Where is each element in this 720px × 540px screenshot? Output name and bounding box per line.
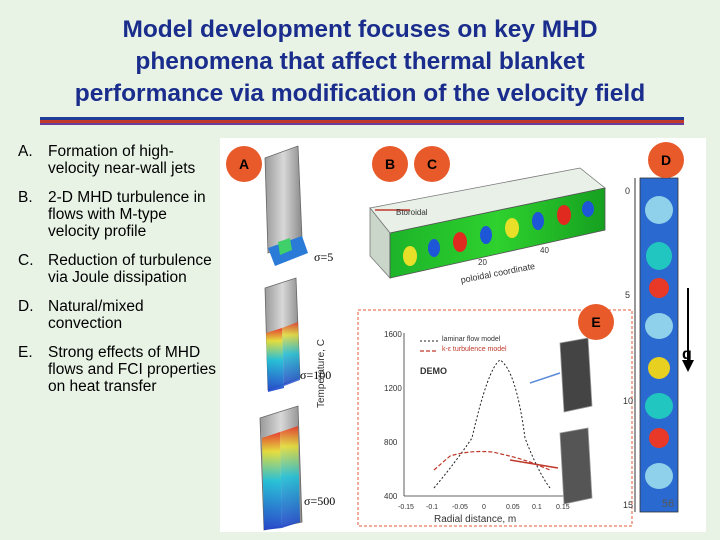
panel-e-plot	[357, 309, 633, 527]
list-letter: B.	[18, 189, 33, 206]
list-text: Strong effects of MHD flows and FCI prop…	[48, 344, 216, 395]
duct-top	[264, 145, 303, 254]
duct-mid-jet	[266, 328, 284, 392]
title-line-2: phenomena that affect thermal blanket	[135, 48, 585, 75]
panel-bc-turbulence	[369, 167, 606, 280]
duct-top-jet-hi	[278, 238, 292, 255]
mhd-figure: A B C D E g σ=5 σ=100 σ=500 Btoroidal po…	[220, 138, 706, 532]
label-d: D	[660, 152, 672, 168]
list-letter: E.	[18, 344, 33, 361]
vortex	[403, 246, 417, 266]
d-tick-15: 15	[623, 500, 634, 510]
panel-d-convection	[634, 177, 694, 513]
cell	[645, 393, 673, 419]
e-xlabel: Radial distance, m	[434, 514, 517, 525]
cell-hot	[649, 278, 669, 298]
e-xtick: 0.05	[506, 504, 520, 511]
e-xtick: 0.1	[532, 504, 542, 511]
list-text: Natural/mixed convection	[48, 298, 144, 332]
vortex	[505, 218, 519, 238]
list-letter: D.	[18, 298, 34, 315]
vortex	[453, 232, 467, 252]
e-ytick-1200: 1200	[384, 384, 402, 393]
list-item-a: A. Formation of high-velocity near-wall …	[18, 143, 218, 177]
vortex	[480, 226, 492, 244]
list-item-e: E. Strong effects of MHD flows and FCI p…	[18, 344, 218, 395]
duct-bottom-jet	[262, 432, 282, 530]
gravity-arrowhead	[682, 360, 694, 372]
e-ytick-1600: 1600	[384, 330, 402, 339]
vortex	[428, 239, 440, 257]
cell	[646, 242, 672, 270]
title-divider-blue	[40, 117, 684, 120]
cell	[645, 463, 673, 489]
title-line-1: Model development focuses on key MHD	[122, 16, 598, 43]
label-b-circle: B	[372, 146, 408, 182]
label-a: A	[238, 156, 250, 172]
demo-tag: DEMO	[420, 366, 447, 376]
title-divider-red	[40, 120, 684, 123]
cell-hot	[648, 357, 670, 379]
vortex	[582, 201, 594, 217]
list-letter: C.	[18, 252, 34, 269]
legend-turbulent: k-ε turbulence model	[442, 346, 507, 353]
cell-hot	[649, 428, 669, 448]
list-item-c: C. Reduction of turbulence via Joule dis…	[18, 252, 218, 286]
sigma-500: σ=500	[304, 494, 336, 508]
duct-bottom-jet-2	[280, 426, 300, 528]
pointer-arrow-red	[509, 459, 559, 469]
cell	[645, 313, 673, 339]
list-letter: A.	[18, 143, 33, 160]
e-ytick-800: 800	[384, 438, 398, 447]
phenomena-list: A. Formation of high-velocity near-wall …	[18, 143, 218, 407]
poloidal-tick-40: 40	[540, 246, 549, 255]
gravity-label: g	[682, 346, 692, 363]
laminar-curve	[433, 359, 551, 489]
cross-section-2	[559, 427, 593, 505]
label-c-circle: C	[414, 146, 450, 182]
d-tick-5: 5	[625, 290, 631, 300]
turbulent-curve	[433, 450, 551, 471]
label-a-circle: A	[226, 146, 262, 182]
d-tick-0: 0	[625, 186, 631, 196]
label-c: C	[426, 156, 438, 172]
list-item-d: D. Natural/mixed convection	[18, 298, 218, 332]
vortex	[532, 212, 544, 230]
poloidal-tick-20: 20	[478, 258, 487, 267]
list-text: Formation of high-velocity near-wall jet…	[48, 143, 196, 177]
title-line-3: performance via modification of the velo…	[74, 80, 646, 107]
sigma-100: σ=100	[300, 368, 332, 382]
e-xtick: -0.05	[452, 504, 468, 511]
convection-column	[639, 177, 679, 513]
label-e: E	[591, 314, 601, 330]
list-item-b: B. 2-D MHD turbulence in flows with M-ty…	[18, 189, 218, 240]
panel-a-ducts	[259, 145, 308, 531]
list-text: 2-D MHD turbulence in flows with M-type …	[48, 189, 206, 240]
slide-title: Model development focuses on key MHD phe…	[20, 14, 700, 110]
duct-mid-jet-2	[282, 322, 300, 386]
title-divider-purple	[40, 123, 684, 125]
b-toroidal-label: Btoroidal	[396, 208, 428, 217]
e-ytick-400: 400	[384, 492, 398, 501]
legend-laminar: laminar flow model	[442, 336, 501, 343]
cross-section-1	[559, 337, 593, 413]
page-number: 56	[662, 498, 675, 510]
e-ylabel: Temperature, C	[316, 339, 327, 408]
sigma-5: σ=5	[314, 250, 334, 264]
cell	[645, 196, 673, 224]
d-tick-10: 10	[623, 396, 634, 406]
turb-field	[389, 187, 606, 279]
label-d-circle: D	[648, 142, 684, 178]
list-text: Reduction of turbulence via Joule dissip…	[48, 252, 212, 286]
e-xtick: -0.1	[426, 504, 439, 511]
e-xtick: -0.15	[398, 504, 414, 511]
label-e-circle: E	[578, 304, 614, 340]
e-xtick: 0.15	[556, 504, 570, 511]
label-b: B	[384, 156, 396, 172]
pointer-arrow	[529, 372, 561, 384]
turb-vortices	[403, 201, 594, 266]
e-xtick: 0	[482, 504, 486, 511]
mhd-figure-graphics	[259, 145, 694, 531]
vortex	[557, 205, 571, 225]
